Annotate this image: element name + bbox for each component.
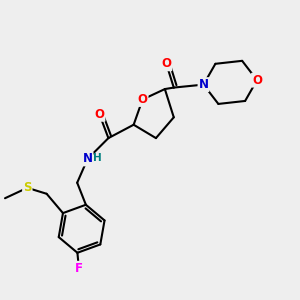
Text: F: F	[75, 262, 83, 275]
Text: N: N	[82, 152, 93, 165]
Text: O: O	[138, 93, 148, 106]
Text: O: O	[161, 57, 171, 70]
Text: N: N	[199, 78, 208, 91]
Text: S: S	[23, 181, 32, 194]
Text: O: O	[252, 74, 262, 87]
Text: O: O	[94, 108, 104, 121]
Text: H: H	[93, 153, 102, 163]
